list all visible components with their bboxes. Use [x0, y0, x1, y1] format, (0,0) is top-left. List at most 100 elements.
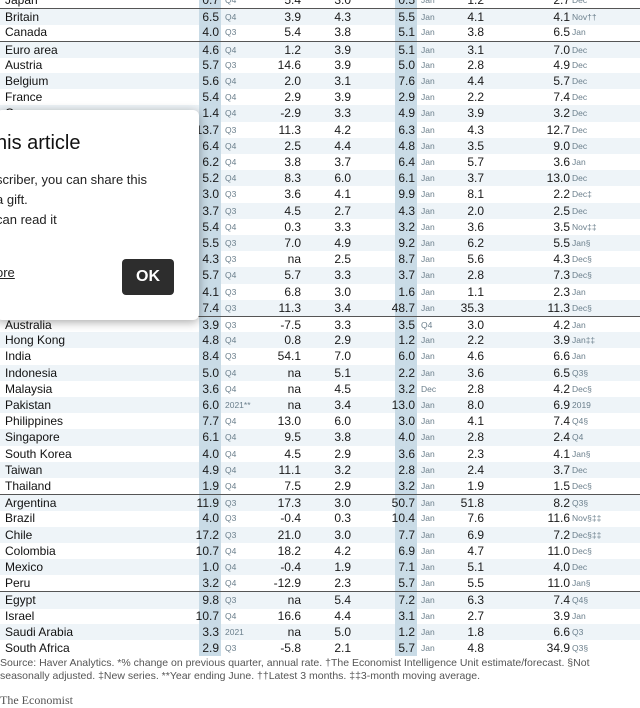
- gdp-latest: 6.0: [202, 398, 219, 412]
- table-row: Taiwan 4.9 Q4 11.1 3.2 2.8 Jan 2.4 3.7 Dec: [0, 461, 640, 478]
- country-name: Argentina: [5, 496, 57, 511]
- inflation-forecast: 8.0: [467, 398, 484, 412]
- gdp-period: Q3: [225, 238, 237, 248]
- unemployment-rate: 6.9: [553, 398, 570, 412]
- gdp-latest: 3.0: [202, 187, 219, 202]
- gdp-quarter-change: 54.1: [277, 349, 301, 364]
- inflation-latest: 3.5: [398, 318, 415, 332]
- inflation-forecast: 35.3: [460, 300, 484, 315]
- unemployment-period: Dec§: [572, 270, 592, 281]
- inflation-period: Jan: [421, 0, 435, 5]
- gdp-forecast: 3.0: [334, 0, 351, 7]
- column-shade: [199, 9, 221, 26]
- column-shade: [395, 397, 417, 414]
- gdp-latest: 5.4: [202, 219, 219, 234]
- inflation-latest: 6.9: [398, 543, 415, 558]
- column-shade: [199, 478, 221, 495]
- gdp-latest: 1.0: [202, 560, 219, 574]
- inflation-forecast: 3.5: [467, 138, 484, 153]
- column-shade: [199, 89, 221, 106]
- inflation-forecast: 2.8: [467, 430, 484, 445]
- country-name: Colombia: [5, 543, 56, 558]
- gdp-quarter-change: 0.8: [284, 333, 301, 348]
- gdp-forecast: 3.0: [334, 527, 351, 542]
- country-name: South Korea: [5, 446, 72, 461]
- inflation-period: Jan: [421, 481, 435, 491]
- column-shade: [199, 235, 221, 252]
- gdp-period: Q4: [225, 173, 237, 184]
- gdp-period: Q4: [225, 92, 237, 103]
- unemployment-rate: 3.2: [553, 106, 570, 121]
- unemployment-rate: 6.5: [553, 25, 570, 40]
- gdp-latest: 3.7: [202, 203, 219, 218]
- column-shade: [199, 0, 221, 9]
- ok-button[interactable]: OK: [122, 259, 174, 295]
- inflation-latest: 3.1: [398, 608, 415, 623]
- unemployment-rate: 12.7: [546, 122, 570, 137]
- table-footnote: Source: Haver Analytics. *% change on pr…: [0, 657, 590, 682]
- gdp-period: Q4: [225, 578, 237, 589]
- inflation-latest: 7.6: [398, 74, 415, 88]
- country-name: France: [5, 90, 43, 105]
- gdp-quarter-change: 7.5: [284, 479, 301, 493]
- table-row: Pakistan 6.0 2021** na 3.4 13.0 Jan 8.0 6.9 2019: [0, 397, 640, 414]
- gdp-latest: 7.4: [202, 300, 219, 315]
- column-shade: [395, 559, 417, 576]
- column-shade: [199, 267, 221, 284]
- gdp-latest: 3.3: [202, 624, 219, 639]
- gdp-latest: 1.4: [202, 106, 219, 121]
- dialog-body: scriber, you can share this a gift. can …: [0, 170, 147, 230]
- gdp-period: Q4: [225, 481, 237, 491]
- gdp-forecast: 4.2: [334, 122, 351, 137]
- gdp-forecast: 3.2: [334, 462, 351, 477]
- table-row: Euro area 4.6 Q4 1.2 3.9 5.1 Jan 3.1 7.0 Dec: [0, 40, 640, 58]
- unemployment-rate: 4.3: [553, 252, 570, 267]
- column-shade: [199, 640, 221, 657]
- inflation-forecast: 4.3: [467, 122, 484, 137]
- inflation-forecast: 7.6: [467, 511, 484, 526]
- unemployment-rate: 2.7: [553, 0, 570, 7]
- gdp-latest: 5.4: [202, 90, 219, 105]
- inflation-latest: 5.5: [398, 10, 415, 25]
- gdp-latest: 6.4: [202, 138, 219, 153]
- gdp-period: Q4: [225, 545, 237, 556]
- gdp-latest: 17.2: [195, 527, 219, 542]
- gdp-quarter-change: 8.3: [284, 171, 301, 186]
- gdp-latest: 3.6: [202, 381, 219, 396]
- unemployment-rate: 4.2: [553, 381, 570, 396]
- unemployment-period: Q4§: [572, 416, 589, 427]
- gdp-period: Q3: [225, 513, 237, 524]
- unemployment-rate: 7.0: [553, 42, 570, 57]
- unemployment-period: Q3: [572, 626, 584, 637]
- inflation-latest: 48.7: [391, 300, 415, 315]
- dialog-body-line: can read it: [0, 212, 57, 227]
- column-shade: [199, 495, 221, 512]
- column-shade: [395, 105, 417, 122]
- column-shade: [199, 186, 221, 203]
- gdp-period: Q4: [225, 432, 237, 443]
- inflation-latest: 7.1: [398, 560, 415, 574]
- inflation-latest: 1.2: [398, 333, 415, 348]
- inflation-latest: 5.1: [398, 25, 415, 40]
- table-row: Egypt 9.8 Q3 na 5.4 7.2 Jan 6.3 7.4 Q4§: [0, 591, 640, 609]
- column-shade: [395, 575, 417, 592]
- gdp-forecast: 4.4: [334, 608, 351, 623]
- inflation-period: Jan: [421, 254, 435, 265]
- inflation-period: Jan: [421, 59, 435, 70]
- inflation-forecast: 3.9: [467, 106, 484, 121]
- inflation-forecast: 3.8: [467, 25, 484, 40]
- learn-more-link[interactable]: ore: [0, 265, 15, 280]
- inflation-period: Jan: [421, 416, 435, 427]
- table-row: Australia 3.9 Q3 -7.5 3.3 3.5 Q4 3.0 4.2 Jan: [0, 316, 640, 334]
- inflation-period: Jan: [421, 562, 435, 572]
- country-name: Canada: [5, 25, 48, 40]
- gdp-quarter-change: -0.4: [280, 511, 301, 526]
- gdp-forecast: 3.8: [334, 430, 351, 445]
- inflation-forecast: 1.1: [467, 284, 484, 299]
- gdp-latest: 5.5: [202, 236, 219, 250]
- column-shade: [395, 317, 417, 334]
- column-shade: [199, 154, 221, 171]
- inflation-period: Dec: [421, 383, 437, 394]
- inflation-forecast: 3.7: [467, 171, 484, 186]
- unemployment-rate: 6.6: [553, 349, 570, 364]
